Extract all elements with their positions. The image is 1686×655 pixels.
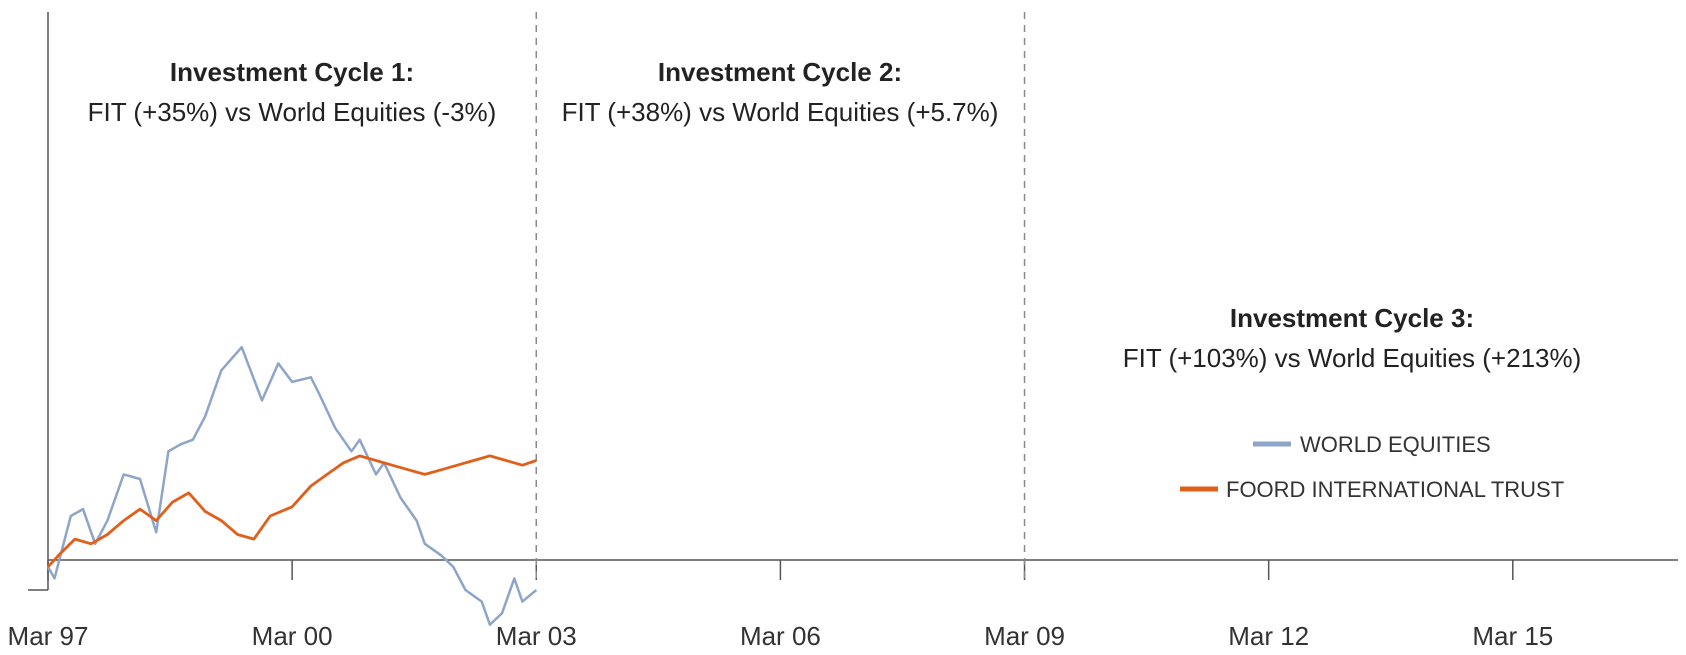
series-lines xyxy=(46,345,538,626)
x-tick-label: Mar 97 xyxy=(8,621,89,651)
x-tick-label: Mar 00 xyxy=(252,621,333,651)
x-tick-label: Mar 03 xyxy=(496,621,577,651)
series-line-world-equities xyxy=(46,345,538,626)
cycle-dividers xyxy=(535,12,1026,580)
annotation-cycle-1: Investment Cycle 1: FIT (+35%) vs World … xyxy=(88,57,497,127)
annotation-cycle-1-text: FIT (+35%) vs World Equities (-3%) xyxy=(88,97,497,127)
annotation-cycle-2-title: Investment Cycle 2: xyxy=(658,57,902,87)
legend-item-world-equities: WORLD EQUITIES xyxy=(1253,432,1491,457)
annotation-cycle-3: Investment Cycle 3: FIT (+103%) vs World… xyxy=(1123,303,1582,373)
annotation-cycle-2: Investment Cycle 2: FIT (+38%) vs World … xyxy=(562,57,999,127)
x-tick-label: Mar 15 xyxy=(1472,621,1553,651)
series-line-foord-international-trust xyxy=(46,454,537,568)
legend-label-foord-international-trust: FOORD INTERNATIONAL TRUST xyxy=(1226,477,1564,502)
x-tick-label: Mar 12 xyxy=(1228,621,1309,651)
annotation-cycle-3-text: FIT (+103%) vs World Equities (+213%) xyxy=(1123,343,1582,373)
x-tick-label: Mar 06 xyxy=(740,621,821,651)
x-tick-label: Mar 09 xyxy=(984,621,1065,651)
annotation-cycle-3-title: Investment Cycle 3: xyxy=(1230,303,1474,333)
annotation-cycle-2-text: FIT (+38%) vs World Equities (+5.7%) xyxy=(562,97,999,127)
x-ticks: Mar 97 Mar 00 Mar 03 Mar 06 Mar 09 Mar 12 Mar … xyxy=(8,560,1553,651)
annotation-cycle-1-title: Investment Cycle 1: xyxy=(170,57,414,87)
legend-item-foord-international-trust: FOORD INTERNATIONAL TRUST xyxy=(1180,477,1564,502)
legend: WORLD EQUITIES FOORD INTERNATIONAL TRUST xyxy=(1180,432,1564,502)
legend-label-world-equities: WORLD EQUITIES xyxy=(1300,432,1491,457)
